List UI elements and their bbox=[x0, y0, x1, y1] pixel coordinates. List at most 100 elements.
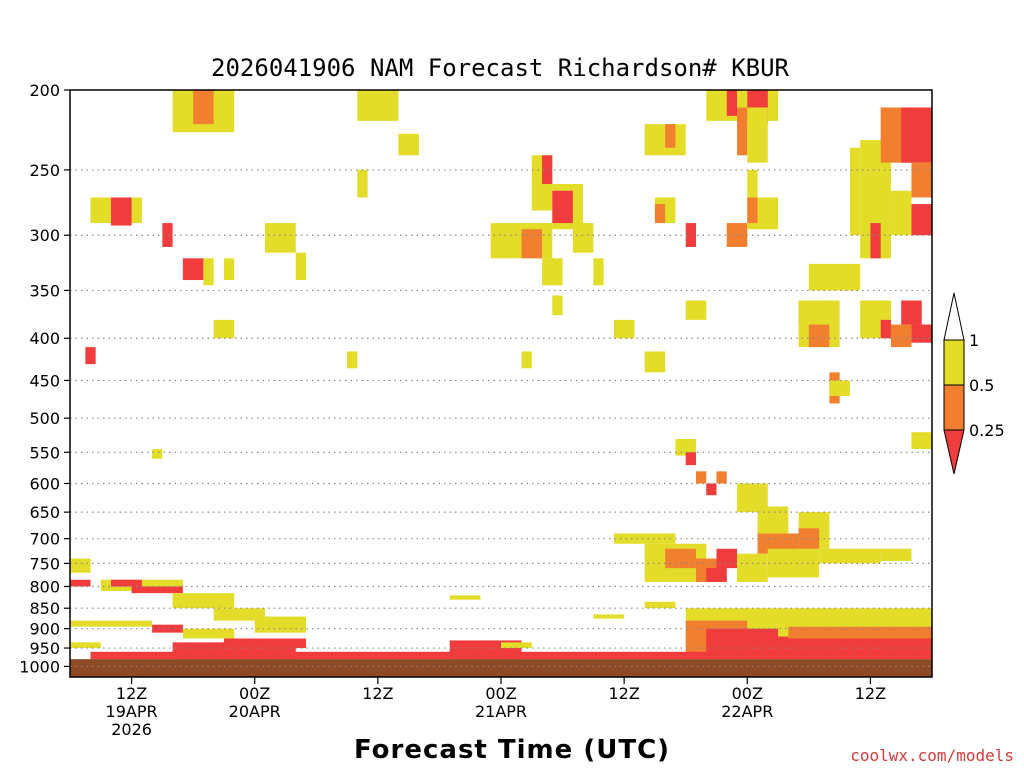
ri-cell-65 bbox=[675, 439, 696, 456]
ri-cell-12 bbox=[213, 319, 235, 339]
ri-cell-73 bbox=[798, 528, 820, 549]
y-tick-label-450: 450 bbox=[29, 371, 60, 390]
y-tick-label-950: 950 bbox=[29, 639, 60, 658]
y-tick-label-200: 200 bbox=[29, 81, 60, 100]
ri-cell-41 bbox=[726, 223, 748, 247]
x-axis-label: Forecast Time (UTC) bbox=[354, 735, 670, 765]
ri-cell-14 bbox=[347, 351, 358, 369]
ri-cell-94 bbox=[152, 624, 183, 633]
ri-cell-61 bbox=[901, 300, 922, 325]
ri-cell-83 bbox=[819, 548, 881, 564]
ri-cell-97 bbox=[449, 595, 481, 600]
ri-cell-56 bbox=[911, 162, 932, 198]
ri-cell-22 bbox=[552, 190, 573, 224]
ri-cell-39 bbox=[737, 107, 748, 156]
ri-cell-13 bbox=[85, 347, 96, 365]
ri-cell-35 bbox=[685, 300, 707, 320]
color-legend: 1 0.5 0.25 bbox=[943, 292, 1005, 475]
ri-cell-5 bbox=[111, 197, 132, 226]
ri-cell-55 bbox=[901, 107, 932, 163]
ri-cell-93 bbox=[70, 620, 153, 627]
ri-cell-45 bbox=[808, 263, 861, 291]
ri-cell-84 bbox=[880, 548, 912, 561]
legend-label-1: 0.5 bbox=[969, 376, 994, 395]
ri-cell-79 bbox=[716, 548, 738, 569]
ri-cell-78 bbox=[706, 568, 727, 582]
y-tick-label-750: 750 bbox=[29, 554, 60, 573]
ri-cell-89 bbox=[131, 586, 183, 594]
ri-cell-67 bbox=[695, 471, 707, 484]
y-tick-label-600: 600 bbox=[29, 474, 60, 493]
ri-cell-62 bbox=[911, 324, 932, 343]
ri-cell-53 bbox=[870, 223, 881, 259]
x-tick-label-42-1: 21APR bbox=[475, 702, 527, 721]
ri-cell-68 bbox=[716, 471, 727, 484]
ri-cell-33 bbox=[685, 223, 696, 247]
x-tick-label-6-2: 2026 bbox=[111, 720, 152, 739]
legend-above-1 bbox=[943, 292, 965, 341]
ri-cell-90 bbox=[172, 593, 235, 609]
ri-cell-24 bbox=[542, 258, 563, 286]
ri-cell-25 bbox=[552, 295, 563, 316]
ri-cell-57 bbox=[890, 190, 912, 236]
x-tick-label-78-0: 12Z bbox=[855, 684, 886, 703]
ri-cell-69 bbox=[706, 483, 717, 496]
richardson-cells bbox=[70, 90, 933, 660]
y-tick-label-300: 300 bbox=[29, 226, 60, 245]
ri-cell-96 bbox=[70, 642, 101, 649]
ri-cell-20 bbox=[542, 155, 553, 184]
legend-red bbox=[943, 429, 965, 475]
ri-cell-26 bbox=[593, 258, 604, 286]
ri-cell-6 bbox=[162, 223, 173, 247]
ri-cell-63 bbox=[890, 324, 912, 348]
y-tick-label-1000: 1000 bbox=[19, 657, 60, 676]
ri-cell-8 bbox=[182, 258, 204, 281]
x-tick-label-6-1: 19APR bbox=[106, 702, 158, 721]
ri-cell-28 bbox=[613, 319, 635, 339]
x-tick-label-18-0: 00Z bbox=[239, 684, 270, 703]
ri-cell-51 bbox=[849, 147, 861, 236]
ri-cell-23 bbox=[572, 223, 594, 253]
x-tick-label-18-1: 20APR bbox=[229, 702, 281, 721]
ri-cell-88 bbox=[111, 579, 142, 587]
y-tick-label-550: 550 bbox=[29, 443, 60, 462]
legend-label-2: 0.25 bbox=[969, 421, 1005, 440]
ri-cell-82 bbox=[767, 548, 820, 578]
y-tick-label-850: 850 bbox=[29, 599, 60, 618]
pressure-gridlines bbox=[70, 169, 932, 668]
y-tick-label-700: 700 bbox=[29, 530, 60, 549]
ri-cell-3 bbox=[398, 133, 419, 156]
ri-cell-43 bbox=[747, 197, 758, 224]
ri-cell-109 bbox=[501, 642, 532, 649]
ri-cell-37 bbox=[726, 90, 738, 116]
ri-cell-48 bbox=[808, 324, 830, 348]
x-tick-label-54-0: 12Z bbox=[608, 684, 639, 703]
ri-cell-92 bbox=[254, 616, 307, 633]
ri-cell-34 bbox=[644, 351, 666, 373]
ri-cell-58 bbox=[911, 204, 932, 236]
ri-cell-104 bbox=[788, 626, 932, 639]
y-tick-label-500: 500 bbox=[29, 409, 60, 428]
y-tick-label-400: 400 bbox=[29, 329, 60, 348]
ground-layer bbox=[70, 659, 932, 677]
ri-cell-30 bbox=[665, 124, 676, 148]
ri-cell-11 bbox=[295, 252, 307, 281]
ri-cell-15 bbox=[152, 449, 163, 459]
ri-cell-91 bbox=[213, 608, 265, 621]
x-tick-label-66-1: 22APR bbox=[721, 702, 773, 721]
ri-cell-60 bbox=[880, 319, 891, 339]
ri-cell-99 bbox=[644, 601, 676, 609]
ri-cell-98 bbox=[593, 614, 625, 619]
x-tick-label-30-0: 12Z bbox=[362, 684, 393, 703]
ri-cell-18 bbox=[521, 229, 543, 259]
ri-cell-71 bbox=[757, 506, 789, 539]
y-tick-label-650: 650 bbox=[29, 503, 60, 522]
ri-cell-2 bbox=[357, 90, 399, 121]
x-tick-label-42-0: 00Z bbox=[485, 684, 516, 703]
x-tick-label-6-0: 12Z bbox=[116, 684, 147, 703]
y-tick-label-350: 350 bbox=[29, 281, 60, 300]
ri-cell-44 bbox=[747, 169, 758, 198]
ri-cell-27 bbox=[521, 351, 532, 369]
